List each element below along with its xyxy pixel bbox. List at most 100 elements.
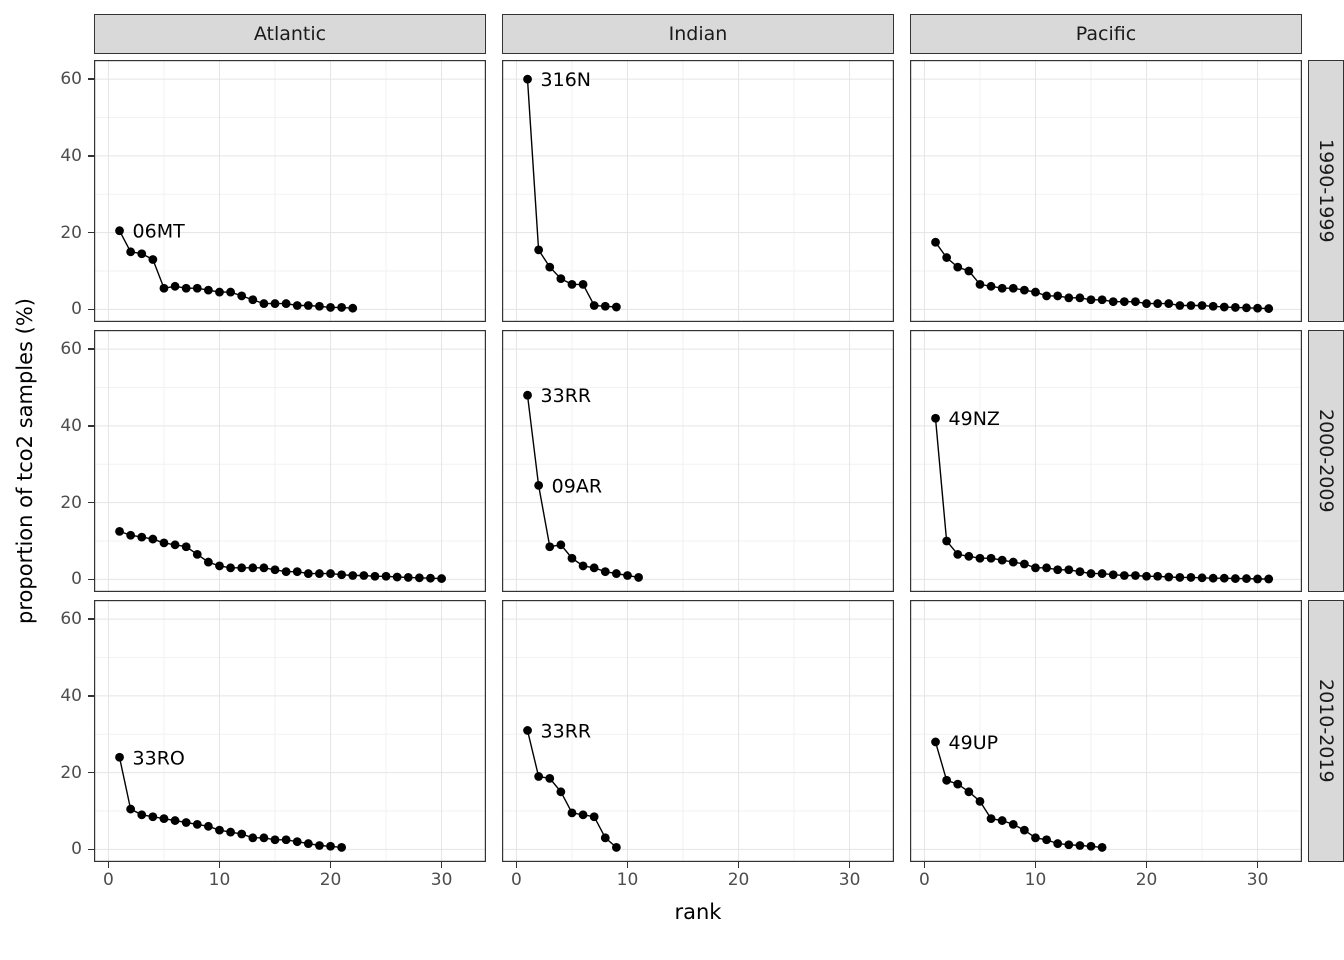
data-point [942,253,952,262]
data-point [392,572,402,582]
y-tick-label: 40 [60,145,82,166]
data-point [611,302,621,312]
facet-strip-indian: Indian [502,14,894,54]
data-point [159,283,169,293]
data-point [326,569,335,578]
point-label: 49NZ [949,408,1000,430]
row-strip-1990-1999: 1990-1999 [1308,60,1344,322]
x-tick-mark [737,862,740,868]
panel-plot-area: 06MT [94,60,486,322]
data-point [931,413,940,423]
y-axis-tick-labels-row2: 0 20 40 60 [42,330,94,592]
data-point [170,816,180,825]
y-tick-mark [88,348,94,350]
data-point [953,550,963,559]
point-label: 33RR [541,385,592,407]
data-point [259,833,269,843]
data-point [426,573,435,583]
y-axis-tick-labels-row3: 0 20 40 60 [42,600,94,862]
data-point [137,532,147,542]
x-tick-label: 30 [430,870,453,890]
data-point [1164,299,1174,308]
y-tick-label: 40 [60,415,82,436]
data-point [292,837,302,847]
x-tick-label: 20 [319,870,342,890]
y-tick-mark [88,78,94,80]
x-tick-mark [848,862,851,868]
data-point [303,839,313,848]
data-point [281,567,291,577]
data-point [1253,574,1262,584]
data-point [1042,835,1051,845]
x-tick-mark [1256,862,1259,868]
row-strip-2010-2019-label: 2010-2019 [1315,679,1337,783]
data-point [1075,293,1085,303]
y-tick-mark [88,578,94,581]
y-tick-label: 40 [60,685,82,706]
data-point [1031,833,1040,843]
data-point [600,567,610,577]
data-point [942,536,952,546]
data-point [1175,301,1185,310]
panel-plot-area [94,330,486,592]
point-label: 06MT [133,221,186,243]
data-point [1019,825,1029,835]
data-point [556,787,566,797]
data-point [1119,571,1129,580]
data-point [403,573,413,582]
data-point [192,550,202,559]
y-tick-label: 60 [60,339,82,360]
x-axis-tick-labels-col2: 0 10 20 30 [502,862,894,892]
data-point [1042,291,1051,301]
data-point [1253,303,1262,313]
data-point [137,810,147,820]
data-point [1075,567,1085,577]
data-point [942,775,952,785]
data-point [931,237,940,247]
point-label: 33RO [133,747,185,769]
data-point [315,841,324,850]
data-point [997,555,1007,565]
panel-plot-area: 49UP [910,600,1302,862]
data-point [348,303,358,313]
data-point [1075,841,1085,850]
data-point [578,561,588,571]
x-tick-label: 10 [1024,870,1047,890]
data-point [292,567,302,577]
data-line [934,741,1103,849]
y-axis-title-text: proportion of tco2 samples (%) [13,298,37,624]
data-point [1219,302,1229,312]
panel-plot-area [910,60,1302,322]
data-point [437,574,446,583]
data-point [1153,571,1163,581]
data-point [964,551,974,561]
data-point [381,571,391,581]
data-point [1053,565,1063,575]
data-point [226,563,235,573]
data-point [237,829,247,839]
data-point [1142,571,1151,581]
data-point [1086,569,1096,578]
y-tick-mark [88,308,94,311]
data-point [237,291,247,301]
data-point [1186,573,1196,582]
data-point [1053,839,1063,848]
data-point [259,299,269,308]
facet-strip-pacific: Pacific [910,14,1302,54]
data-point [1119,297,1129,307]
data-point [567,280,577,289]
data-point [1019,559,1029,569]
data-point [931,737,940,747]
data-point [170,540,180,550]
data-point [137,249,147,259]
data-point [359,571,369,580]
data-point [115,226,124,236]
y-tick-mark [88,501,94,504]
data-point [203,285,213,295]
data-point [192,283,202,293]
data-point [611,843,621,852]
data-point [148,534,158,544]
data-point [326,841,335,851]
x-tick-mark [1034,862,1037,868]
data-point [953,262,963,272]
